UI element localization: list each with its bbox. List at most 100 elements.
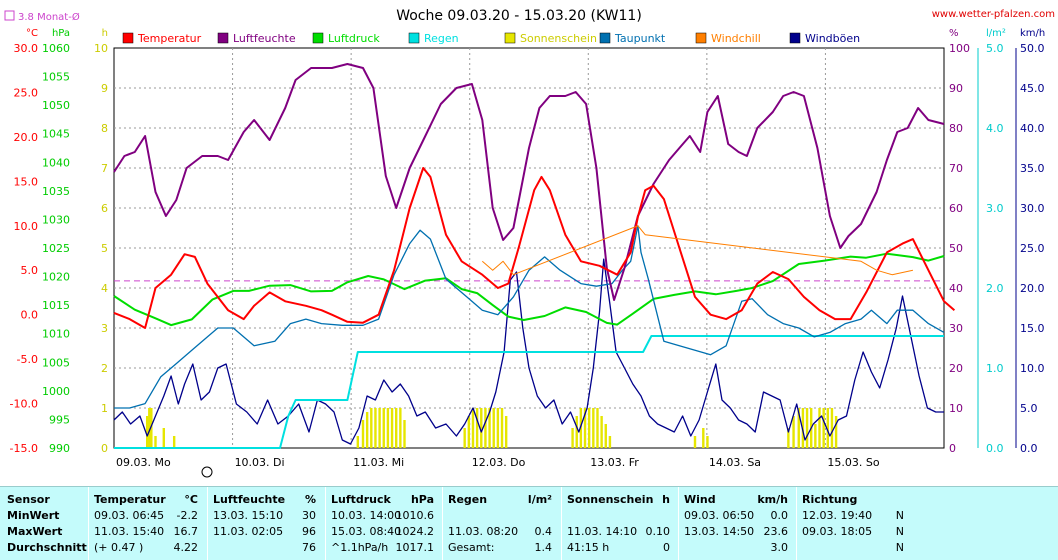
sun-bar [356,436,360,448]
rain-row-value: 1.4 [534,541,553,554]
wind-axis-tick: 40.0 [1020,122,1045,135]
hum-row-value: 76 [302,541,316,554]
series-line-hum [113,63,945,301]
wind-axis-tick: 20.0 [1020,282,1045,295]
series-line-press [113,252,945,327]
temp-axis-tick: 15.0 [14,175,39,188]
legend-swatch-sun [504,32,516,44]
series-line-dew [114,225,945,409]
legend-label-gust: Windböen [805,32,860,45]
sun-bar [146,416,149,448]
sun-bar [382,408,385,448]
site-label[interactable]: www.wetter-pfalzen.com [932,9,1055,20]
press-axis-tick: 1035 [42,185,70,198]
sun-axis-tick: 10 [94,42,108,55]
sun-axis-tick: 8 [101,122,108,135]
sensor-header: Sensor [7,493,50,506]
wind-axis-tick: 10.0 [1020,362,1045,375]
legend-swatch-temp [122,32,134,44]
legend-label-rain: Regen [424,32,459,45]
sun-bar [496,408,500,448]
sun-axis-tick: 5 [101,242,108,255]
series-line-rain [114,335,944,449]
wind-axis-tick: 45.0 [1020,82,1045,95]
sun-bar [504,416,508,448]
sun-row-value: 0.10 [645,525,671,538]
sun-row-label: 41:15 h [567,541,610,554]
sun-bar [148,408,151,448]
moon-phase-icon [201,466,213,478]
temp-axis-tick: 20.0 [14,131,39,144]
sun-bar [480,408,483,448]
temp-unit: °C [184,493,198,506]
wind-row-label: 09.03. 06:50 [684,509,755,522]
press-axis-tick: 1050 [42,99,70,112]
rain-axis-tick: 0.0 [986,442,1004,455]
dir-row-label: 09.03. 18:05 [802,525,873,538]
hum-axis-tick: 10 [949,402,963,415]
sun-bar [488,408,491,448]
rain-row-label: Gesamt: [448,541,495,554]
hum-axis-tick: 100 [949,42,970,55]
legend-label-chill: Windchill [711,32,761,45]
temp-row-value: 4.22 [173,541,199,554]
wind-axis-tick: 5.0 [1020,402,1038,415]
sun-header: Sonnenschein [567,493,654,506]
sun-bar [395,408,398,448]
press-row-value: 1017.1 [395,541,435,554]
sun-bar [579,408,583,448]
rain-row-label: 11.03. 08:20 [448,525,519,538]
sun-bar [805,408,809,448]
legend-swatch-gust [789,32,801,44]
temp-row-label: (+ 0.47 ) [94,541,144,554]
wind-row-value: 3.0 [770,541,789,554]
press-axis-tick: 1030 [42,213,70,226]
legend-label-hum: Luftfeuchte [233,32,296,45]
press-axis-tick: 990 [49,442,70,455]
day-label: 11.03. Mi [353,456,404,469]
series-line-chill [481,225,914,276]
sun-bar [484,408,487,448]
sun-bar [150,408,153,448]
hum-row-label: 11.03. 02:05 [213,525,284,538]
hum-axis-tick: 30 [949,322,963,335]
series-line-temp [113,167,956,329]
legend: Temperatur Luftfeuchte Luftdruck Regen Sonne… [122,32,860,45]
sun-axis-tick: 4 [101,282,108,295]
dir-row-value: N [895,541,904,554]
sun-axis-tick: 1 [101,402,108,415]
sun-bar [370,408,373,448]
day-label: 13.03. Fr [590,456,639,469]
wind-unit: km/h [757,493,788,506]
press-axis-tick: 1025 [42,242,70,255]
press-axis-tick: 1010 [42,328,70,341]
series-line-gust [113,258,944,445]
temp-header: Temperatur [94,493,166,506]
sun-bar [826,408,829,448]
sun-bar [475,408,479,448]
chart-title: Woche 09.03.20 - 15.03.20 (KW11) [396,8,642,24]
sun-bar [608,436,612,448]
day-label: 15.03. So [827,456,879,469]
wind-axis-tick: 35.0 [1020,162,1045,175]
wind-header: Wind [684,493,716,506]
sun-bar [374,408,377,448]
press-axis-tick: 1005 [42,356,70,369]
hum-axis-tick: 90 [949,82,963,95]
summary-divider [325,487,326,560]
sun-bar [600,416,603,448]
sun-unit: h [662,493,670,506]
wind-row-value: 23.6 [763,525,789,538]
sun-bar [571,428,574,448]
hum-axis-tick: 70 [949,162,963,175]
legend-swatch-rain [408,32,420,44]
sun-axis-tick: 0 [101,442,108,455]
hum-row-value: 30 [302,509,316,522]
hum-axis-tick: 20 [949,362,963,375]
dir-header: Richtung [802,493,858,506]
wind-axis-tick: 50.0 [1020,42,1045,55]
press-axis-unit: hPa [52,28,70,39]
wind-row-label: 13.03. 14:50 [684,525,755,538]
wind-axis-tick: 30.0 [1020,202,1045,215]
press-row-value: 1010.6 [395,509,435,522]
